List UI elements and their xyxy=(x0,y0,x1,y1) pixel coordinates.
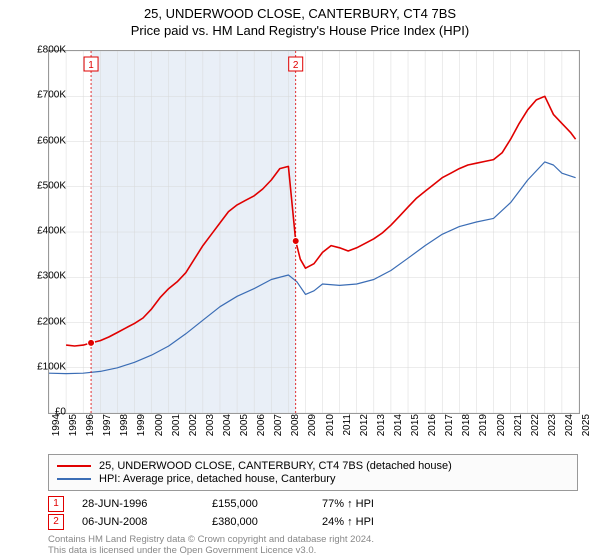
x-axis-tick-label: 1998 xyxy=(119,414,130,452)
x-axis-tick-label: 2020 xyxy=(496,414,507,452)
y-axis-tick-label: £800K xyxy=(16,45,66,56)
footer-attribution: Contains HM Land Registry data © Crown c… xyxy=(48,534,374,557)
y-axis-tick-label: £200K xyxy=(16,316,66,327)
sale-price-1: £155,000 xyxy=(212,498,322,510)
chart-plot-area: 12 xyxy=(48,50,580,414)
y-axis-tick-label: £100K xyxy=(16,361,66,372)
y-axis-tick-label: £500K xyxy=(16,180,66,191)
x-axis-tick-label: 1995 xyxy=(68,414,79,452)
footer-line1: Contains HM Land Registry data © Crown c… xyxy=(48,534,374,545)
x-axis-tick-label: 1996 xyxy=(85,414,96,452)
footer-line2: This data is licensed under the Open Gov… xyxy=(48,545,374,556)
x-axis-tick-label: 1997 xyxy=(102,414,113,452)
x-axis-tick-label: 2013 xyxy=(376,414,387,452)
x-axis-tick-label: 2004 xyxy=(222,414,233,452)
x-axis-tick-label: 2025 xyxy=(581,414,592,452)
x-axis-tick-label: 2009 xyxy=(307,414,318,452)
legend-swatch-price-paid xyxy=(57,465,91,467)
sale-row-1: 1 28-JUN-1996 £155,000 77% ↑ HPI xyxy=(48,496,578,512)
y-axis-tick-label: £400K xyxy=(16,226,66,237)
x-axis-tick-label: 2001 xyxy=(171,414,182,452)
svg-text:1: 1 xyxy=(88,60,94,71)
x-axis-tick-label: 1994 xyxy=(51,414,62,452)
x-axis-tick-label: 2002 xyxy=(188,414,199,452)
x-axis-tick-label: 2021 xyxy=(513,414,524,452)
legend-item-hpi: HPI: Average price, detached house, Cant… xyxy=(57,473,569,485)
x-axis-tick-label: 2007 xyxy=(273,414,284,452)
sale-date-1: 28-JUN-1996 xyxy=(82,498,212,510)
sale-price-2: £380,000 xyxy=(212,516,322,528)
sale-marker-2: 2 xyxy=(48,514,64,530)
x-axis-tick-label: 2024 xyxy=(564,414,575,452)
sales-table: 1 28-JUN-1996 £155,000 77% ↑ HPI 2 06-JU… xyxy=(48,494,578,532)
y-axis-tick-label: £700K xyxy=(16,90,66,101)
x-axis-tick-label: 2017 xyxy=(444,414,455,452)
x-axis-tick-label: 2010 xyxy=(325,414,336,452)
x-axis-tick-label: 2018 xyxy=(461,414,472,452)
x-axis-tick-label: 2015 xyxy=(410,414,421,452)
chart-title-line1: 25, UNDERWOOD CLOSE, CANTERBURY, CT4 7BS xyxy=(0,6,600,21)
x-axis-tick-label: 2008 xyxy=(290,414,301,452)
x-axis-tick-label: 2011 xyxy=(342,414,353,452)
sale-pct-2: 24% ↑ HPI xyxy=(322,516,442,528)
sale-marker-1: 1 xyxy=(48,496,64,512)
x-axis-tick-label: 2006 xyxy=(256,414,267,452)
x-axis-tick-label: 2000 xyxy=(154,414,165,452)
sale-row-2: 2 06-JUN-2008 £380,000 24% ↑ HPI xyxy=(48,514,578,530)
x-axis-tick-label: 2022 xyxy=(530,414,541,452)
x-axis-tick-label: 2023 xyxy=(547,414,558,452)
sale-pct-1: 77% ↑ HPI xyxy=(322,498,442,510)
x-axis-tick-label: 2012 xyxy=(359,414,370,452)
legend-label-hpi: HPI: Average price, detached house, Cant… xyxy=(99,473,335,485)
x-axis-tick-label: 2014 xyxy=(393,414,404,452)
chart-svg: 12 xyxy=(49,51,579,413)
x-axis-tick-label: 1999 xyxy=(136,414,147,452)
y-axis-tick-label: £300K xyxy=(16,271,66,282)
chart-legend: 25, UNDERWOOD CLOSE, CANTERBURY, CT4 7BS… xyxy=(48,454,578,491)
x-axis-tick-label: 2016 xyxy=(427,414,438,452)
legend-label-price-paid: 25, UNDERWOOD CLOSE, CANTERBURY, CT4 7BS… xyxy=(99,460,452,472)
chart-title-block: 25, UNDERWOOD CLOSE, CANTERBURY, CT4 7BS… xyxy=(0,0,600,38)
x-axis-tick-label: 2019 xyxy=(478,414,489,452)
sale-date-2: 06-JUN-2008 xyxy=(82,516,212,528)
svg-text:2: 2 xyxy=(293,60,299,71)
legend-item-price-paid: 25, UNDERWOOD CLOSE, CANTERBURY, CT4 7BS… xyxy=(57,460,569,472)
x-axis-tick-label: 2003 xyxy=(205,414,216,452)
legend-swatch-hpi xyxy=(57,478,91,480)
x-axis-tick-label: 2005 xyxy=(239,414,250,452)
chart-title-line2: Price paid vs. HM Land Registry's House … xyxy=(0,23,600,38)
y-axis-tick-label: £600K xyxy=(16,135,66,146)
